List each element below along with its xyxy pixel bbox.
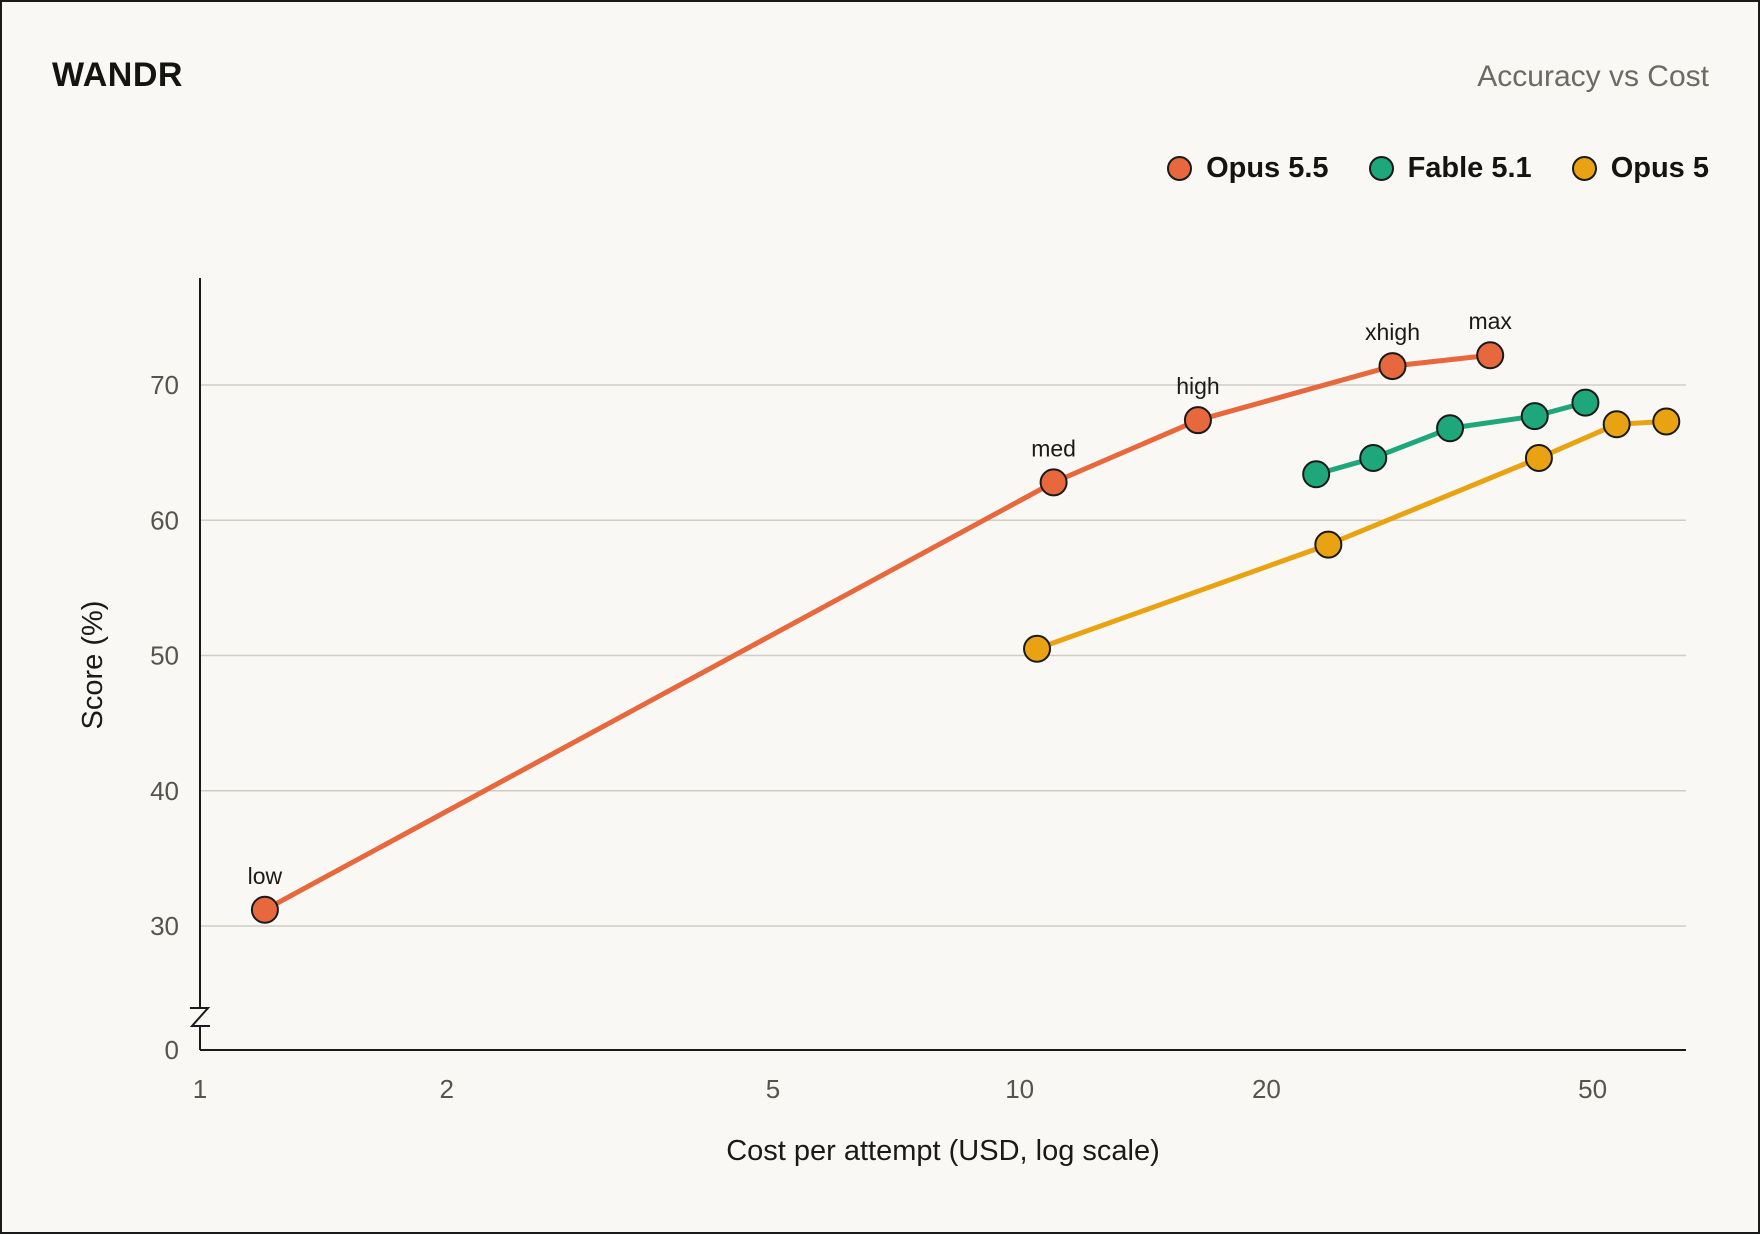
- y-axis-title: Score (%): [77, 601, 109, 730]
- series-line-opus-5-5: [262, 352, 1493, 913]
- legend-label-fable-5-1: Fable 5.1: [1407, 152, 1532, 184]
- y-tick-label-30: 30: [150, 911, 179, 941]
- data-point-opus-5-1: [1314, 530, 1343, 559]
- axis-break-mark: [189, 1007, 211, 1027]
- data-point-opus-5-0: [1023, 634, 1052, 663]
- legend-swatch-opus-5-5: [1167, 156, 1193, 181]
- y-tick-label-60: 60: [150, 505, 179, 535]
- point-label-low: low: [248, 863, 283, 889]
- legend-swatch-opus-5: [1571, 156, 1597, 181]
- axes: [189, 278, 1686, 1051]
- legend-item-opus-5: Opus 5: [1571, 152, 1709, 185]
- data-point-opus-5-5-0: [250, 895, 279, 924]
- y-tick-label-40: 40: [150, 776, 179, 806]
- data-point-fable-5-1-4: [1571, 388, 1600, 417]
- legend-label-opus-5: Opus 5: [1610, 152, 1709, 184]
- x-tick-label-50: 50: [1578, 1074, 1607, 1104]
- data-point-fable-5-1-1: [1359, 444, 1388, 473]
- legend-label-opus-5-5: Opus 5.5: [1206, 152, 1329, 184]
- data-point-opus-5-2: [1524, 444, 1553, 473]
- legend-item-opus-5-5: Opus 5.5: [1167, 152, 1329, 185]
- y-tick-label-0: 0: [165, 1035, 179, 1065]
- x-tick-label-2: 2: [440, 1074, 454, 1104]
- legend-swatch-fable-5-1: [1368, 156, 1394, 181]
- data-point-opus-5-5-3: [1378, 352, 1407, 381]
- data-point-opus-5-3: [1602, 410, 1631, 439]
- point-label-high: high: [1176, 373, 1219, 399]
- series-layer: [250, 341, 1681, 924]
- data-point-fable-5-1-3: [1520, 402, 1549, 431]
- data-point-fable-5-1-0: [1302, 460, 1331, 489]
- brand-title: WANDR: [52, 56, 183, 94]
- x-tick-label-5: 5: [766, 1074, 780, 1104]
- x-tick-label-20: 20: [1252, 1074, 1281, 1104]
- y-tick-label-70: 70: [150, 370, 179, 400]
- data-point-opus-5-5-4: [1476, 341, 1505, 370]
- chart-subtitle: Accuracy vs Cost: [1477, 60, 1709, 93]
- data-point-opus-5-5-1: [1039, 468, 1068, 497]
- series-line-opus-5: [1034, 419, 1669, 652]
- legend: Opus 5.5 Fable 5.1 Opus 5: [1167, 152, 1709, 185]
- tick-labels: 0 30 40 50 60 70 1 2 5 10 20 50: [150, 370, 1607, 1104]
- x-tick-label-1: 1: [193, 1074, 207, 1104]
- point-label-med: med: [1031, 435, 1076, 461]
- point-label-max: max: [1468, 308, 1512, 334]
- x-tick-label-10: 10: [1005, 1074, 1034, 1104]
- data-point-opus-5-4: [1652, 407, 1681, 436]
- point-labels: low med high xhigh max: [248, 308, 1513, 889]
- gridlines: [200, 384, 1686, 927]
- y-tick-label-50: 50: [150, 641, 179, 671]
- point-label-xhigh: xhigh: [1365, 319, 1420, 345]
- data-point-opus-5-5-2: [1183, 406, 1212, 435]
- x-axis-title: Cost per attempt (USD, log scale): [726, 1135, 1160, 1167]
- data-point-fable-5-1-2: [1436, 414, 1465, 443]
- legend-item-fable-5-1: Fable 5.1: [1368, 152, 1532, 185]
